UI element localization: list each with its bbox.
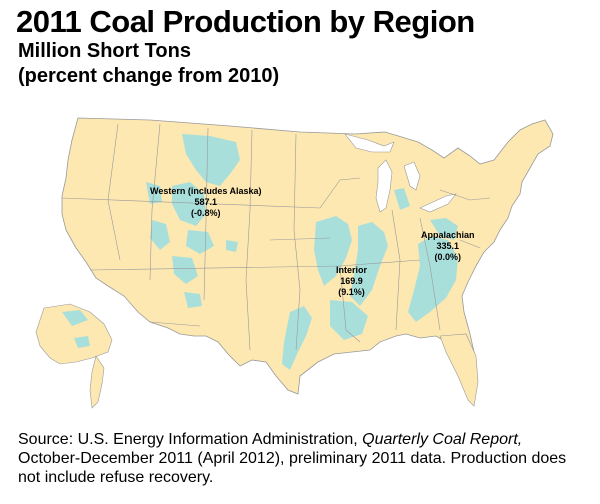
coal-basins <box>146 134 458 370</box>
coal-basin-appalachian <box>408 236 458 322</box>
coal-basin-green-river <box>172 256 198 284</box>
coal-basin-illinois <box>314 216 352 286</box>
map-subtitle-change: (percent change from 2010) <box>18 65 280 87</box>
coal-basin-alaska-south <box>74 336 90 348</box>
us-coal-map <box>35 117 554 409</box>
region-name: Appalachian <box>421 230 475 240</box>
region-label-appalachian: Appalachian 335.1 (0.0%) <box>421 230 475 263</box>
coal-basin-northern-plains <box>182 134 240 186</box>
region-production: 335.1 <box>436 241 460 251</box>
source-suffix: October-December 2011 (April 2012), prel… <box>18 450 567 486</box>
state-boundaries <box>61 123 491 351</box>
coal-basin-gulf-east <box>330 300 368 340</box>
coal-basin-powder-river <box>172 182 206 226</box>
coal-basin-appalachian-north <box>430 218 458 240</box>
region-change: (-0.8%) <box>191 208 221 218</box>
contiguous-us-landmass <box>61 117 554 395</box>
coal-basin-alaska-north <box>62 310 88 326</box>
region-production: 169.9 <box>340 276 363 286</box>
source-prefix: Source: U.S. Energy Information Administ… <box>18 431 363 448</box>
region-change: (0.0%) <box>434 252 462 262</box>
region-change: (9.1%) <box>338 287 365 297</box>
coal-basin-four-corners <box>184 292 202 308</box>
map-subtitle-units: Million Short Tons <box>18 40 191 62</box>
coal-basin-western-small-3 <box>150 220 170 250</box>
alaska-panhandle <box>89 355 105 409</box>
region-name: Western (includes Alaska) <box>150 186 262 196</box>
lake-michigan <box>375 159 393 213</box>
lake-huron-erie <box>403 161 457 213</box>
region-label-western: Western (includes Alaska) 587.1 (-0.8%) <box>150 186 262 219</box>
lake-superior <box>344 133 395 153</box>
coal-basin-western-small-1 <box>146 182 162 204</box>
region-name: Interior <box>336 265 368 275</box>
alaska-landmass <box>35 303 113 365</box>
florida-landmass <box>439 333 479 407</box>
region-label-interior: Interior 169.9 (9.1%) <box>336 265 367 298</box>
coal-basin-michigan <box>394 188 410 210</box>
map-title: 2011 Coal Production by Region <box>16 4 475 39</box>
coal-basin-raton <box>226 240 238 252</box>
region-production: 587.1 <box>194 197 218 207</box>
source-note: Source: U.S. Energy Information Administ… <box>18 430 588 487</box>
source-report-title: Quarterly Coal Report, <box>362 431 523 448</box>
coal-basin-western-small-2 <box>186 230 214 254</box>
